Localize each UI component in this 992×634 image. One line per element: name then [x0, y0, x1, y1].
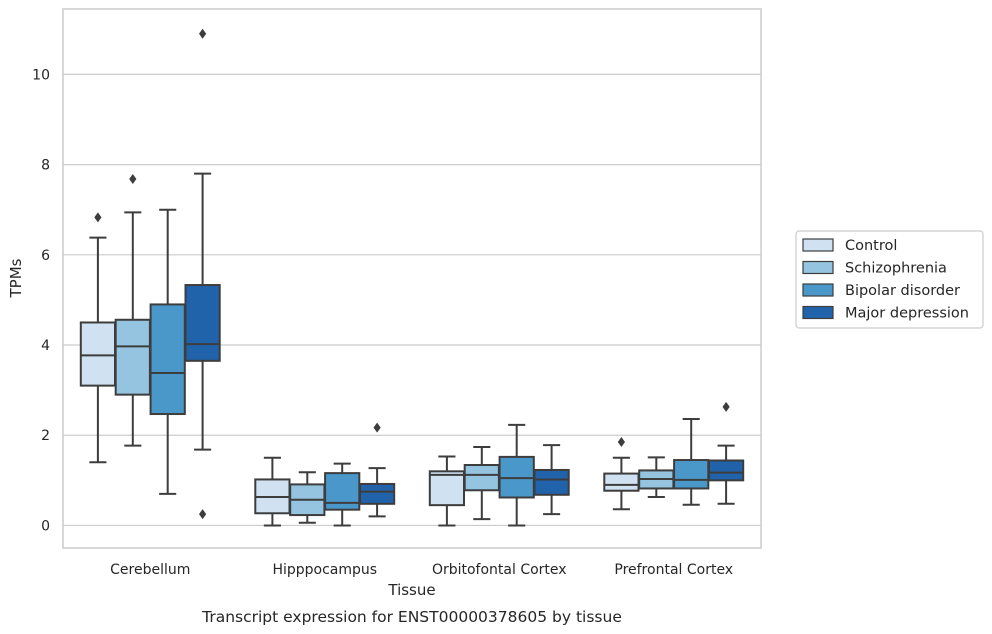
- legend-label-1: Schizophrenia: [845, 261, 947, 277]
- y-tick-label-4: 8: [41, 158, 50, 174]
- legend-label-2: Bipolar disorder: [845, 283, 960, 299]
- box-2-2: [498, 423, 535, 527]
- box-body: [428, 470, 466, 507]
- outlier-point-0: [373, 422, 381, 433]
- box-body: [114, 318, 151, 396]
- box-2-0: [149, 208, 186, 495]
- legend-swatch-3: [802, 305, 834, 320]
- box-body: [184, 284, 221, 362]
- legend: Control Schizophrenia Bipolar disorder Majo…: [795, 230, 984, 329]
- y-tick-label-3: 6: [41, 248, 50, 264]
- plot-frame: [62, 8, 762, 549]
- box-0-2: [428, 455, 466, 527]
- legend-label-0: Control: [845, 238, 897, 254]
- box-0-1: [254, 456, 291, 527]
- x-tick-label-2: Orbitofontal Cortex: [432, 562, 567, 578]
- box-body: [707, 459, 745, 482]
- box-body: [324, 472, 361, 511]
- x-tick-label-0: Cerebellum: [110, 562, 190, 578]
- box-1-2: [463, 445, 500, 521]
- legend-swatch-1: [802, 260, 834, 275]
- box-1-0: [114, 174, 151, 447]
- box-2-3: [673, 418, 710, 506]
- box-body: [533, 468, 570, 496]
- chart-caption: Transcript expression for ENST0000037860…: [201, 608, 622, 626]
- y-tick-label-2: 4: [41, 338, 50, 354]
- series-major-depression: [184, 28, 745, 520]
- x-tick-labels: Cerebellum Hipppocampus Orbitofontal Corte…: [110, 562, 733, 578]
- box-body: [79, 321, 117, 387]
- outlier-point-1: [199, 509, 207, 520]
- legend-frame: [795, 230, 984, 329]
- box-3-3: [707, 401, 745, 505]
- y-tick-label-0: 0: [41, 518, 50, 534]
- legend-swatch-2: [802, 283, 834, 297]
- box-3-0: [184, 28, 221, 520]
- box-body: [603, 472, 640, 492]
- box-body: [463, 464, 500, 492]
- box-3-2: [533, 444, 570, 516]
- box-series-group: [79, 28, 745, 527]
- series-control: [79, 212, 640, 527]
- x-axis-label: Tissue: [387, 581, 435, 599]
- y-tick-label-1: 2: [41, 428, 50, 444]
- outlier-point-0: [129, 174, 137, 185]
- outlier-point-0: [722, 401, 730, 412]
- x-tick-label-3: Prefrontal Cortex: [614, 562, 733, 578]
- plot-background: [63, 9, 761, 548]
- box-body: [149, 303, 186, 416]
- y-tick-labels: 0 2 4 6 8 10: [32, 67, 50, 534]
- box-2-1: [324, 462, 361, 527]
- outlier-point-0: [617, 437, 625, 448]
- x-tick-label-1: Hipppocampus: [272, 562, 377, 578]
- box-3-1: [358, 422, 396, 518]
- box-body: [673, 459, 710, 490]
- y-tick-label-5: 10: [32, 67, 50, 83]
- legend-swatch-0: [802, 238, 834, 252]
- legend-label-3: Major depression: [845, 306, 969, 322]
- y-axis-label: TPMs: [7, 258, 25, 298]
- box-1-1: [289, 471, 326, 524]
- series-bipolar-disorder: [149, 208, 710, 527]
- box-body: [358, 482, 396, 505]
- outlier-point-0: [94, 212, 102, 223]
- outlier-point-0: [199, 28, 207, 39]
